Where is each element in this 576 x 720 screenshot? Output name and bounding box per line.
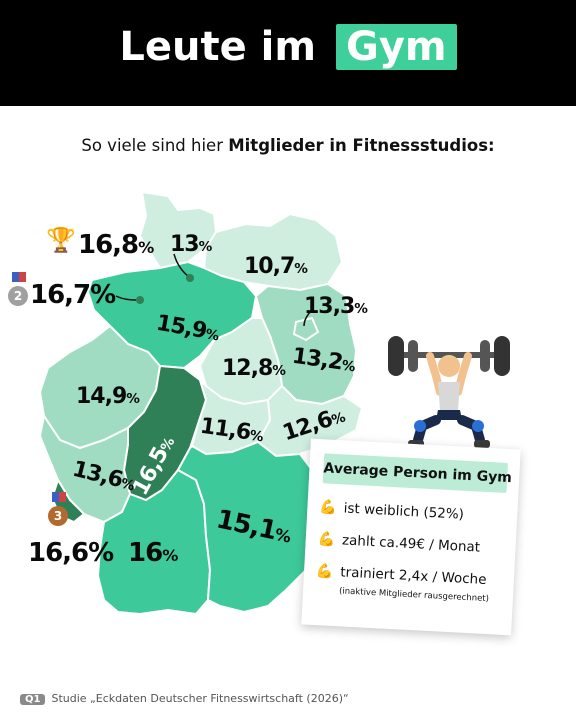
subtitle: So viele sind hier Mitglieder in Fitness… [0, 136, 576, 155]
info-card-note: (inaktive Mitglieder rausgerechnet) [338, 586, 490, 605]
flexed-biceps-icon: 💪 [319, 499, 338, 517]
info-row-frequency: 💪 trainiert 2,4x / Woche [315, 563, 487, 588]
subtitle-prefix: So viele sind hier [81, 136, 229, 155]
silver-medal-icon: 2 [8, 286, 28, 306]
state-berlin [292, 316, 320, 342]
berlin-arrow [303, 309, 313, 327]
bronze-medal-icon: 3 [48, 506, 68, 526]
label-berlin: 13,3% [304, 294, 368, 319]
bronze-medal-ribbon [52, 492, 66, 502]
bremen-arrow [115, 295, 137, 301]
label-mecklenburg-vorpommern: 10,7% [244, 254, 308, 279]
flexed-biceps-icon: 💪 [317, 531, 336, 549]
label-baden-wuerttemberg: 16% [128, 538, 179, 568]
label-bremen: 16,7% [30, 280, 116, 310]
bremen-marker [136, 296, 144, 304]
footer-tag: Q1 [20, 694, 46, 705]
weightlifter-icon [388, 336, 510, 448]
hamburg-arrow [173, 253, 189, 277]
footer-source: Studie „Eckdaten Deutscher Fitnesswirtsc… [51, 692, 349, 705]
subtitle-bold: Mitglieder in Fitnessstudios: [228, 136, 495, 155]
label-saarland: 16,6% [28, 538, 114, 568]
page-title: Leute im Gym [0, 24, 576, 70]
hamburg-marker [186, 274, 194, 282]
info-row-price: 💪 zahlt ca.49€ / Monat [317, 531, 481, 556]
label-sachsen-anhalt: 12,8% [222, 356, 286, 381]
source-footer: Q1 Studie „Eckdaten Deutscher Fitnesswirt… [20, 692, 349, 705]
title-highlight: Gym [336, 24, 457, 70]
trophy-icon: 🏆 [46, 226, 76, 254]
title-prefix: Leute im [119, 24, 317, 70]
info-row-gender: 💪 ist weiblich (52%) [319, 499, 465, 523]
info-card-heading: Average Person im Gym [322, 453, 512, 493]
label-hamburg: 16,8% [78, 230, 155, 260]
label-schleswig-holstein: 13% [170, 232, 213, 257]
header-banner [0, 0, 576, 106]
label-nordrhein-westfalen: 14,9% [76, 384, 140, 409]
flexed-biceps-icon: 💪 [315, 563, 334, 580]
silver-medal-ribbon [12, 272, 26, 282]
average-person-card: Average Person im Gym 💪 ist weiblich (52… [301, 438, 521, 636]
